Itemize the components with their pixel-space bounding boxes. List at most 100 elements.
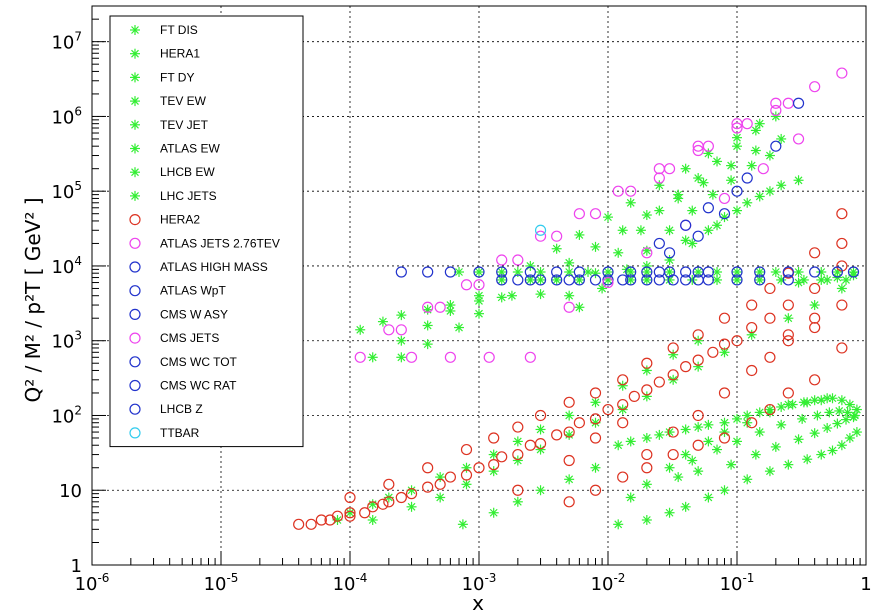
point-hera2 xyxy=(628,390,640,402)
point-hera2 xyxy=(718,312,731,324)
point-hera2 xyxy=(641,448,653,461)
point-tev-ew xyxy=(625,274,636,285)
point-ft-dis xyxy=(836,440,847,451)
legend-marker-ttbar xyxy=(129,427,141,439)
point-cms-jets xyxy=(395,324,407,336)
point-cms-w-asy xyxy=(563,274,575,286)
point-ft-dis xyxy=(693,466,704,477)
point-hera2 xyxy=(764,403,776,416)
legend-marker-atlas-wpt xyxy=(129,285,141,297)
point-lhc-jets xyxy=(367,352,378,363)
point-hera2 xyxy=(617,398,629,411)
point-hera2 xyxy=(395,491,407,504)
point-hera2 xyxy=(359,507,371,519)
point-atlas-high-mass xyxy=(625,266,637,278)
legend-label: CMS JETS xyxy=(160,331,219,345)
legend: FT DIS HERA1 FT DY TEV EW TEV JET ATLAS EW LHC… xyxy=(109,15,304,448)
point-hera2 xyxy=(422,462,434,474)
point-ft-dy xyxy=(703,419,714,430)
point-atlas-wpt xyxy=(731,274,743,286)
point-ft-dy xyxy=(625,436,636,447)
point-lhc-jets xyxy=(680,163,691,174)
legend-marker-atlas-high-mass xyxy=(129,261,141,273)
point-cms-jets xyxy=(444,351,456,363)
point-hera2 xyxy=(782,329,794,341)
legend-label: ATLAS JETS 2.76TEV xyxy=(160,236,280,250)
point-atlas-high-mass xyxy=(524,266,536,278)
point-ft-dis xyxy=(488,507,499,518)
point-atlas-high-mass xyxy=(809,266,821,278)
point-hera2 xyxy=(809,321,821,334)
point-cms-w-asy xyxy=(512,274,524,286)
point-lhcb-ew xyxy=(355,324,366,335)
point-hera1 xyxy=(809,300,820,311)
point-ft-dy xyxy=(754,407,765,418)
point-lhc-jets xyxy=(625,197,636,208)
point-hera2 xyxy=(809,282,821,295)
point-tev-ew xyxy=(822,274,833,285)
x-tick-label: 10-1 xyxy=(720,571,755,595)
point-hera2 xyxy=(422,481,434,493)
point-lhc-jets xyxy=(564,257,575,268)
point-hera2 xyxy=(692,354,704,366)
point-lhc-jets xyxy=(590,241,601,252)
point-tev-jet xyxy=(750,125,761,136)
point-tev-ew xyxy=(732,274,742,285)
point-atlas-jets-2-76tev xyxy=(573,208,585,220)
legend-marker-cms-wc-tot xyxy=(129,356,141,368)
point-atlas-high-mass xyxy=(731,266,743,278)
point-hera1 xyxy=(367,514,378,525)
y-tick-label: 105 xyxy=(51,179,82,203)
point-lhc-jets xyxy=(396,335,407,346)
point-hera1 xyxy=(783,313,794,324)
point-hera2 xyxy=(809,374,821,386)
point-ft-dis xyxy=(664,462,675,473)
point-ft-dy xyxy=(693,422,704,433)
axes xyxy=(91,5,861,566)
point-ft-dis xyxy=(625,492,636,503)
point-lhc-jets xyxy=(732,132,742,143)
point-ttbar xyxy=(534,224,547,236)
point-tev-jet xyxy=(770,111,781,122)
point-cms-jets xyxy=(718,192,731,205)
legend-label: FT DY xyxy=(160,70,194,84)
point-ft-dis xyxy=(719,485,730,496)
point-ft-dis xyxy=(754,427,765,438)
point-hera2 xyxy=(692,439,704,451)
point-lhc-jets xyxy=(703,225,714,236)
point-atlas-ew xyxy=(732,267,742,278)
point-ft-dis xyxy=(703,436,714,447)
point-tev-ew xyxy=(841,274,852,285)
point-cms-wc-tot xyxy=(692,266,704,278)
point-cms-jets xyxy=(483,351,495,363)
point-hera2 xyxy=(667,426,679,438)
point-hera2 xyxy=(367,501,379,513)
point-lhc-jets xyxy=(396,352,407,363)
point-cms-jets xyxy=(809,81,821,93)
point-ft-dis xyxy=(793,434,804,445)
point-cms-jets xyxy=(551,230,563,242)
point-hera2 xyxy=(764,351,776,363)
legend-marker-cms-jets xyxy=(129,332,141,344)
point-hera1 xyxy=(836,283,847,294)
point-ft-dis xyxy=(783,459,794,470)
point-lhcb-ew xyxy=(396,310,407,321)
legend-label: LHC JETS xyxy=(160,189,217,203)
legend-label: ATLAS EW xyxy=(160,142,220,156)
legend-marker-ft-dis xyxy=(130,25,140,35)
point-atlas-jets-2-76tev xyxy=(422,301,434,313)
point-lhc-jets xyxy=(673,193,684,204)
point-hera2 xyxy=(534,409,547,422)
point-cms-wc-rat xyxy=(680,219,692,231)
point-hera1 xyxy=(435,492,446,503)
point-hera2 xyxy=(617,417,629,429)
point-atlas-jets-2-76tev xyxy=(354,351,366,363)
point-hera2 xyxy=(589,413,602,425)
point-cms-wc-tot xyxy=(663,266,676,278)
point-ft-dis xyxy=(673,472,684,483)
point-ft-dy xyxy=(787,399,798,410)
point-cms-w-asy xyxy=(641,274,653,286)
point-ft-dis xyxy=(712,444,723,455)
point-hera2 xyxy=(524,439,536,451)
point-ft-dis xyxy=(535,485,546,496)
